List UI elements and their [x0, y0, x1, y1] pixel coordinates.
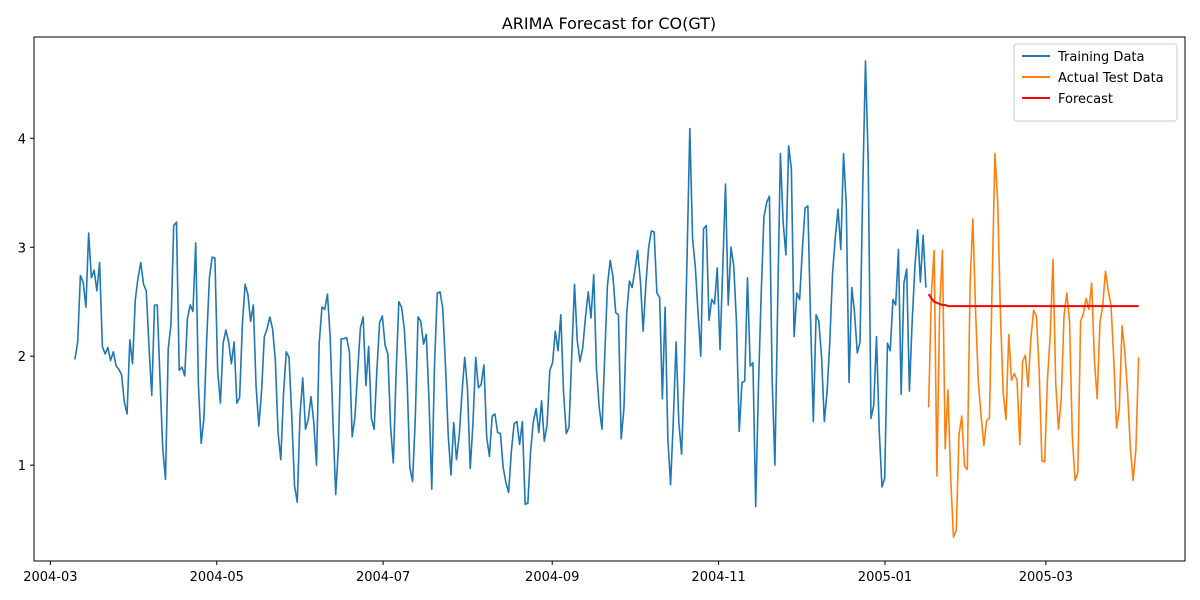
plot-area-frame: [33, 36, 1186, 562]
x-tick-label: 2005-03: [1019, 570, 1073, 585]
legend-box: [1013, 43, 1178, 122]
x-tick-label: 2004-11: [691, 570, 745, 585]
series-line-training-data: [74, 60, 927, 508]
axis-layer: 2004-03 2004-05 2004-07 2004-09 2004-11 2005-…: [18, 132, 1073, 585]
series-line-forecast: [927, 293, 1139, 308]
legend-label: Forecast: [1058, 92, 1113, 107]
x-tick-label: 2004-07: [356, 570, 410, 585]
legend-label: Training Data: [1057, 50, 1144, 65]
y-tick-label: 2: [18, 350, 26, 365]
series-layer: [74, 60, 1140, 538]
x-tick-label: 2004-03: [23, 570, 77, 585]
x-tick-label: 2004-05: [190, 570, 244, 585]
y-tick-label: 4: [18, 132, 26, 147]
chart-title: ARIMA Forecast for CO(GT): [502, 14, 716, 33]
series-line-actual-test-data: [927, 152, 1140, 538]
y-tick-label: 1: [18, 459, 26, 474]
legend: Training Data Actual Test Data Forecast: [1013, 43, 1178, 122]
y-tick-label: 3: [18, 241, 26, 256]
x-tick-label: 2004-09: [525, 570, 579, 585]
legend-label: Actual Test Data: [1058, 71, 1164, 86]
x-tick-label: 2005-01: [858, 570, 912, 585]
